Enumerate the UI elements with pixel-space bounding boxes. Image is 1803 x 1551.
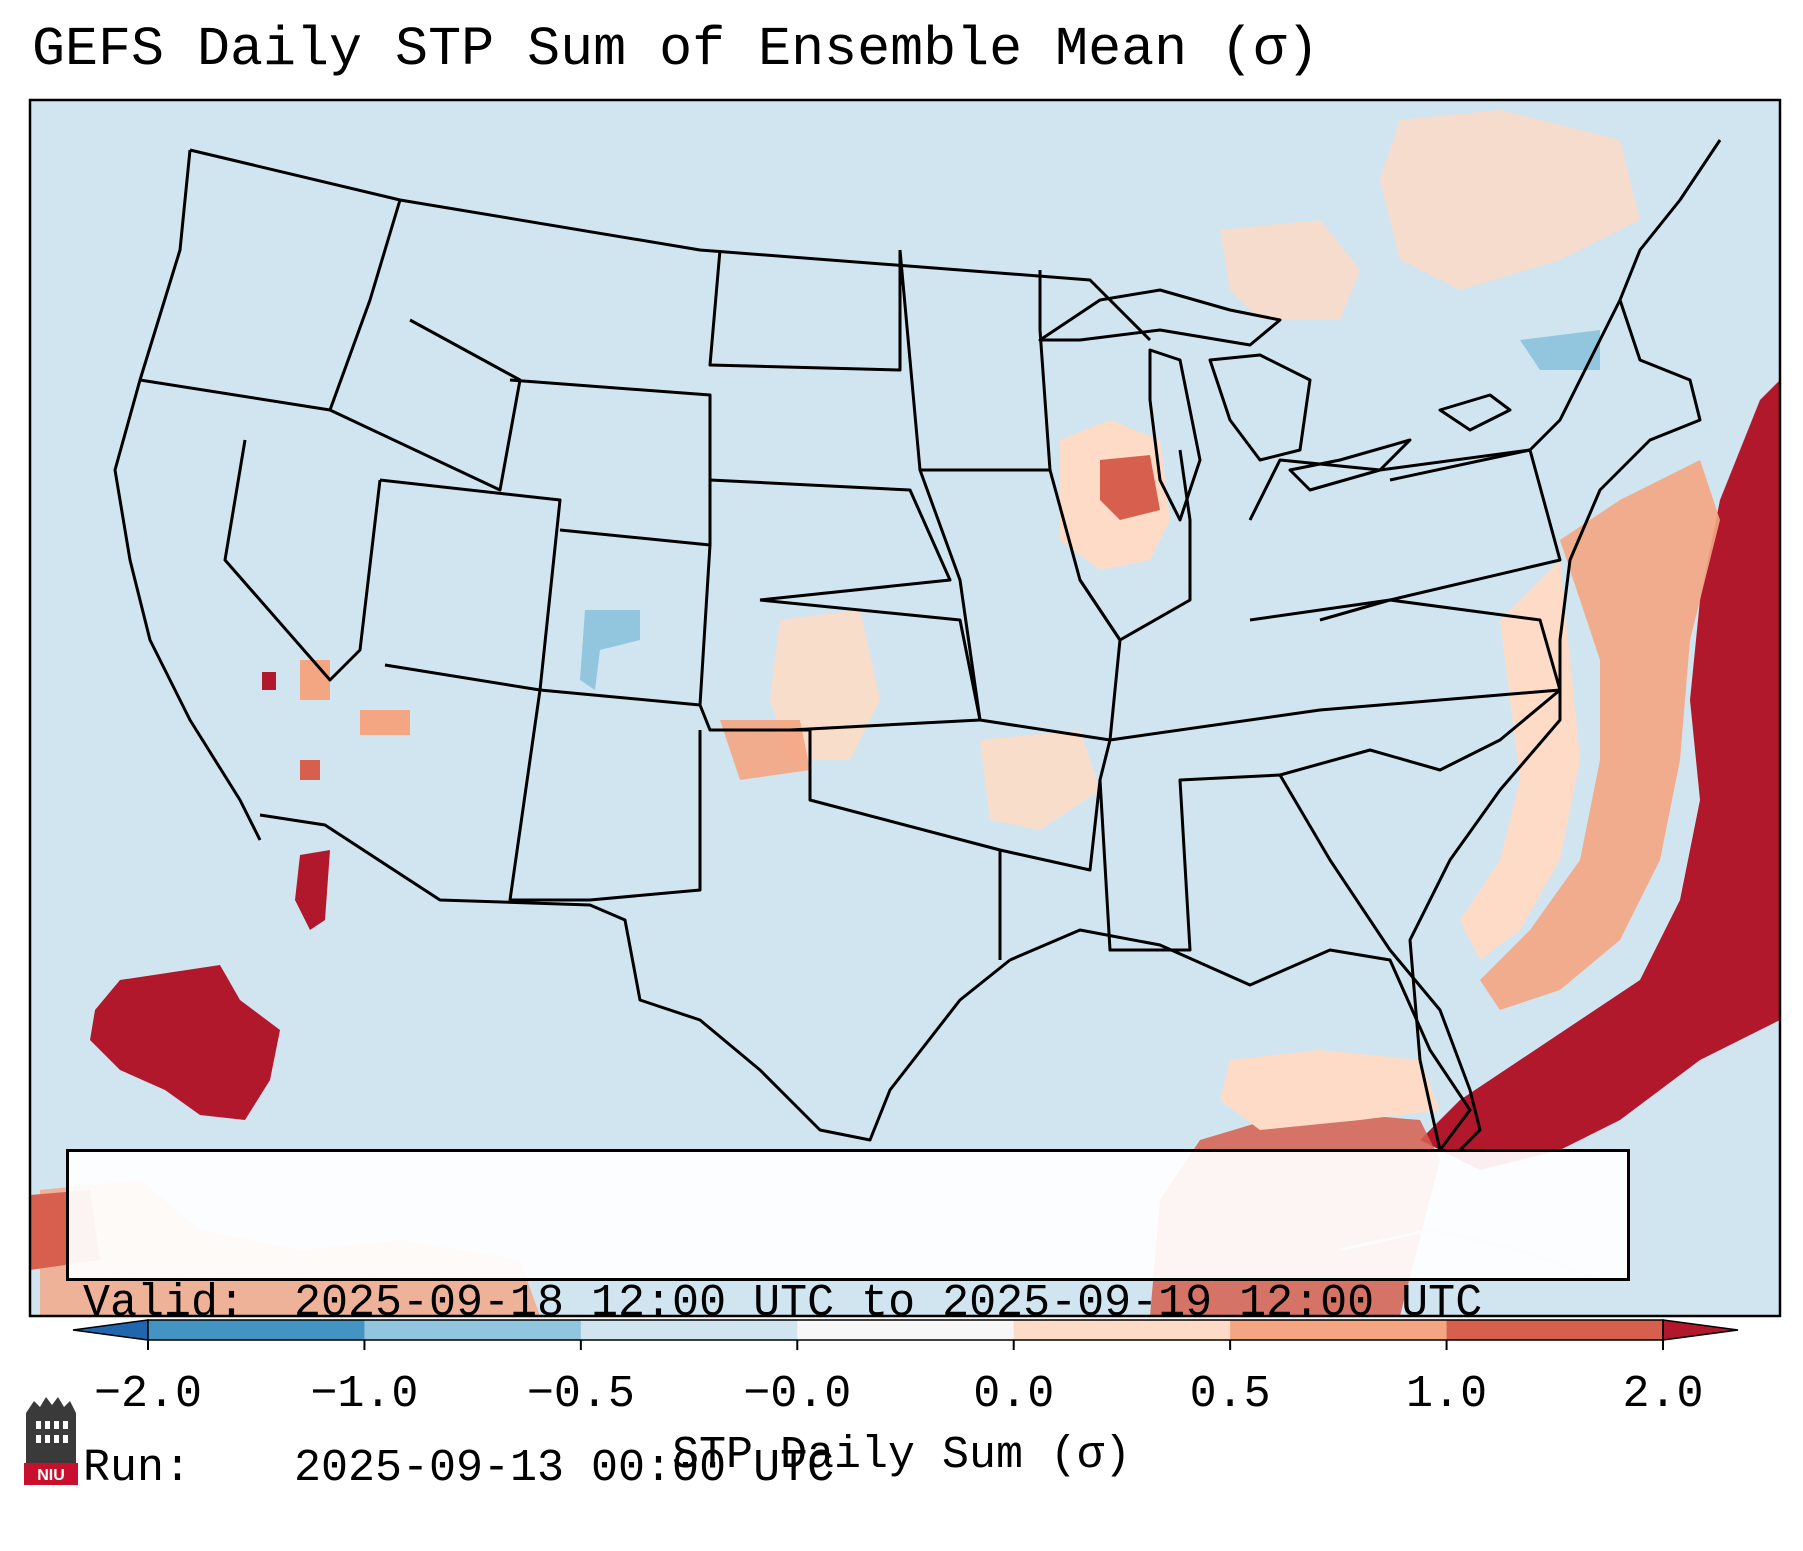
oklahoma-anomaly-region [720,720,810,780]
run-value: 2025-09-13 00:00 UTC [294,1443,835,1494]
mexico-border [259,813,1011,1142]
stp-map [28,98,1782,1350]
valid-label: Valid: [83,1278,246,1329]
canada-anomaly-region-2 [1220,220,1360,320]
nevada-anomaly-cell [262,672,276,690]
colorbar-segment [148,1320,365,1340]
lake-michigan [1148,348,1202,522]
idaho-montana [329,318,522,492]
southwest-anomaly-region [300,660,330,700]
colorbar-tick-label: 1.0 [1406,1369,1488,1420]
colorbar-tick-label: −0.0 [743,1369,852,1420]
colorado [539,528,712,707]
ks-ok [759,598,982,732]
colorbar-segment [1013,1320,1231,1340]
atlantic-anomaly-region-2 [1480,460,1720,1010]
colorbar-frame [147,1319,1664,1341]
atlantic-anomaly-region [1420,380,1780,1170]
colorbar-segment [364,1320,582,1340]
gulf-anomaly-region-2 [1220,1050,1440,1130]
oregon-washington [139,199,402,412]
ny-ne [1389,299,1622,482]
page-title: GEFS Daily STP Sum of Ensemble Mean (σ) [32,18,1320,81]
lake-superior [1038,288,1282,347]
la-ms [999,739,1112,872]
nm-tx [508,689,702,902]
plains-anomaly-region-2 [980,730,1100,830]
colorbar [72,1319,1739,1350]
stp-anomaly-cells [30,110,1780,1316]
colorbar-tick-label: 2.0 [1622,1369,1704,1420]
colorbar-tick-label: −0.5 [526,1369,635,1420]
valid-run-info-box: Valid: 2025-09-18 12:00 UTC to 2025-09-1… [66,1149,1630,1494]
ne-ks [709,478,952,602]
valid-value: 2025-09-18 12:00 UTC to 2025-09-19 12:00… [294,1278,1483,1329]
colorbar-tick-label: 0.0 [973,1369,1055,1420]
colorbar-tick-label: −1.0 [310,1369,419,1420]
lake-ontario [1438,393,1512,432]
niu-logo: NIU [24,1397,78,1485]
baja-anomaly-region [295,850,330,930]
ok-tx [698,704,1002,960]
colorbar-segment [1230,1320,1448,1340]
southwest-anomaly-region-2 [300,760,320,780]
map-frame [28,98,1782,1318]
tn-ky [1109,598,1562,742]
colorbar-label: STP Daily Sum (σ) [671,1430,1132,1481]
nevada-utah [223,439,382,682]
gulf-coast [1009,928,1472,1152]
il-in [1048,449,1192,642]
state-boundaries [113,139,1722,1282]
niu-logo-text: NIU [37,1467,65,1484]
colorado-negative-region [580,610,640,690]
canada-border [189,148,1152,342]
midwest-anomaly-region-2 [1100,455,1160,520]
northeast-negative-region [1520,330,1600,370]
colorbar-segment [580,1320,798,1340]
pacific-anomaly-region [90,965,280,1120]
arizona-anomaly-region [360,710,410,735]
nd-sd [708,249,902,372]
lake-erie [1288,438,1412,492]
canada-anomaly-region [1380,110,1640,290]
colorbar-segment [797,1320,1015,1340]
colorbar-over-extend [1662,1319,1739,1341]
west-coast [113,149,262,841]
run-label: Run: [83,1443,192,1494]
colorbar-segment [1446,1320,1664,1340]
east-coast [1408,139,1722,1061]
florida [1388,949,1482,1152]
four-corners [379,478,562,692]
wyoming-sd [509,378,712,545]
colorbar-tick-label: 0.5 [1189,1369,1271,1420]
al-ga [1098,773,1392,952]
lake-huron [1208,353,1312,462]
colorbar-tick-label: −2.0 [93,1369,203,1420]
carolinas [1279,688,1561,777]
